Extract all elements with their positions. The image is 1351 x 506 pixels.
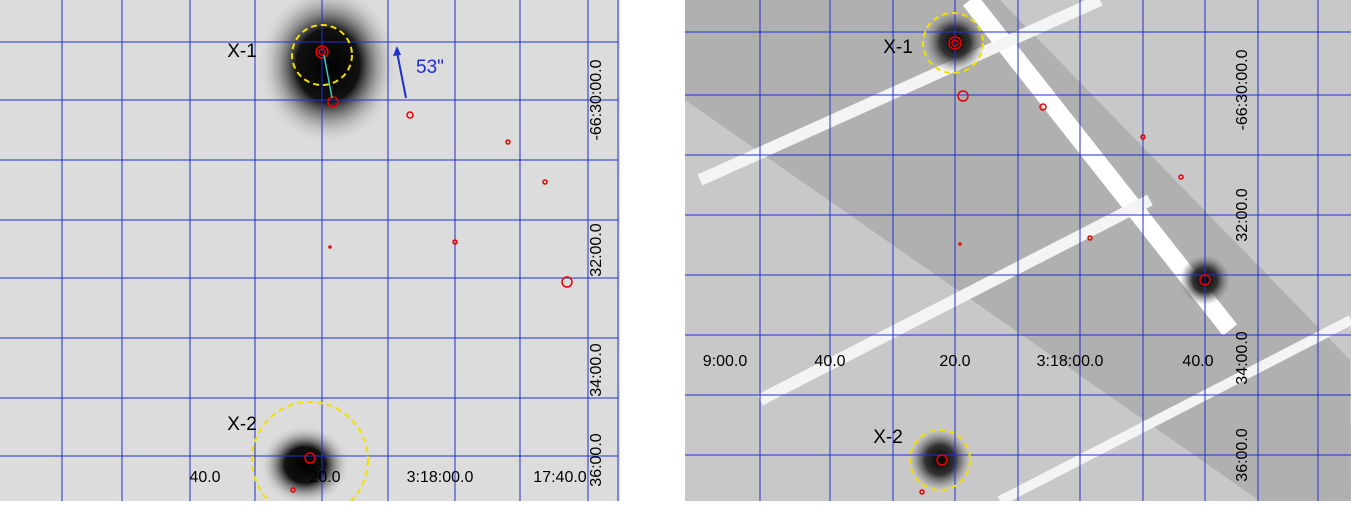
ra-label: 3:18:00.0	[1037, 353, 1104, 370]
ra-label: 40.0	[189, 469, 220, 486]
source-label: X-1	[883, 37, 913, 58]
ra-label: 3:18:00.0	[407, 469, 474, 486]
dec-label: 32:00.0	[1234, 188, 1251, 241]
ra-label: 9:00.0	[703, 353, 748, 370]
dec-label: -66:30:00.0	[588, 59, 605, 140]
annotation: 53"	[416, 57, 444, 78]
dec-label: 36:00.0	[1234, 428, 1251, 481]
source-label: X-2	[227, 414, 257, 435]
source-label: X-1	[227, 41, 257, 62]
dec-label: 34:00.0	[588, 343, 605, 396]
source-label: X-2	[873, 427, 903, 448]
dec-label: 32:00.0	[588, 223, 605, 276]
ra-label: 20.0	[309, 469, 340, 486]
right-panel	[685, 0, 1351, 501]
left-panel	[0, 0, 655, 501]
ra-label: 40.0	[814, 353, 845, 370]
ra-label: 40.0	[1182, 353, 1213, 370]
ra-label: 20.0	[939, 353, 970, 370]
dec-label: 34:00.0	[1234, 331, 1251, 384]
dec-label: 36:00.0	[588, 433, 605, 486]
dec-label: -66:30:00.0	[1234, 49, 1251, 130]
ra-label: 17:40.0	[533, 469, 586, 486]
